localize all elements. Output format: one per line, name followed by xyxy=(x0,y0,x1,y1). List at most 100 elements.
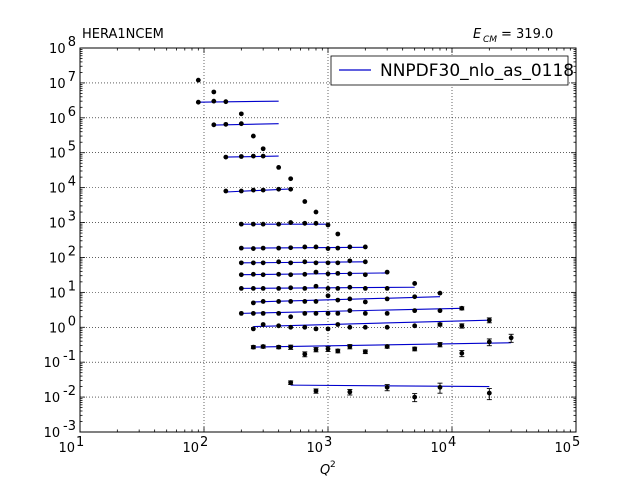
data-point xyxy=(437,342,443,347)
data-point xyxy=(347,258,353,264)
data-point xyxy=(313,260,319,266)
data-point xyxy=(223,188,229,194)
svg-text:10: 10 xyxy=(44,356,61,371)
y-tick-label: 210 xyxy=(49,244,76,266)
svg-text:10: 10 xyxy=(49,147,66,162)
data-point xyxy=(347,296,353,302)
data-point xyxy=(288,176,294,182)
data-point xyxy=(313,244,319,250)
data-point xyxy=(288,314,294,320)
y-tick-label: -110 xyxy=(44,349,76,371)
data-point xyxy=(238,188,244,194)
x-axis-label: Q 2 xyxy=(320,460,336,478)
data-point xyxy=(260,310,266,316)
data-point xyxy=(223,154,229,160)
data-point xyxy=(362,349,368,355)
data-point xyxy=(335,270,341,276)
data-point xyxy=(302,285,308,291)
data-point xyxy=(302,259,308,265)
data-point xyxy=(412,294,418,300)
data-point xyxy=(335,231,341,237)
data-point xyxy=(384,344,390,349)
data-point xyxy=(288,299,294,304)
data-point xyxy=(313,347,319,352)
data-point xyxy=(250,153,256,159)
data-point xyxy=(260,260,266,266)
data-point xyxy=(437,322,443,327)
y-tick-label: -310 xyxy=(44,419,76,441)
data-point xyxy=(347,344,353,349)
svg-text:-2: -2 xyxy=(63,384,76,399)
svg-text:10: 10 xyxy=(49,77,66,92)
data-point xyxy=(211,122,217,128)
data-point xyxy=(276,344,282,350)
svg-text:8: 8 xyxy=(68,35,76,50)
dataset-title: HERA1NCEM xyxy=(82,27,164,42)
data-point xyxy=(384,285,390,291)
data-point xyxy=(250,300,256,306)
y-tick-label: 510 xyxy=(49,140,76,162)
y-tick-label: 010 xyxy=(49,314,76,336)
svg-text:5: 5 xyxy=(572,435,580,450)
data-point xyxy=(347,244,353,250)
data-point xyxy=(250,221,256,227)
x-tick-label: 10 4 xyxy=(430,435,456,456)
theory-curves xyxy=(198,100,512,388)
data-point xyxy=(325,326,331,332)
data-point xyxy=(288,272,294,278)
data-point xyxy=(384,269,390,275)
data-point xyxy=(412,281,418,286)
data-point xyxy=(260,187,266,193)
data-point xyxy=(347,389,353,395)
data-point xyxy=(313,283,319,289)
data-point xyxy=(288,324,294,330)
svg-text:4: 4 xyxy=(68,175,76,190)
legend: NNPDF30_nlo_as_0118 xyxy=(330,55,574,86)
theory-curve xyxy=(253,319,490,328)
data-point xyxy=(250,246,256,251)
theory-curve xyxy=(241,272,388,276)
data-point xyxy=(313,299,319,304)
svg-text:7: 7 xyxy=(68,70,76,85)
x-tick-label: 10 1 xyxy=(58,435,84,456)
data-point xyxy=(260,272,266,278)
data-point xyxy=(362,299,368,305)
data-point xyxy=(302,244,308,250)
svg-text:-1: -1 xyxy=(63,349,76,364)
svg-text:3: 3 xyxy=(68,210,76,225)
svg-text:2: 2 xyxy=(68,244,76,259)
data-point xyxy=(238,272,244,278)
data-point xyxy=(288,344,294,350)
y-tick-label: 410 xyxy=(49,175,76,197)
data-point xyxy=(211,89,217,95)
data-point xyxy=(302,199,308,204)
data-point xyxy=(250,271,256,277)
svg-text:-3: -3 xyxy=(63,419,76,434)
data-point xyxy=(362,272,368,278)
svg-text:10: 10 xyxy=(49,321,66,336)
data-point xyxy=(384,310,390,316)
data-point xyxy=(412,323,418,329)
data-point xyxy=(276,259,282,265)
data-point xyxy=(325,285,331,291)
data-point xyxy=(335,322,341,327)
data-point xyxy=(486,317,492,323)
data-point xyxy=(302,220,308,226)
svg-text:10: 10 xyxy=(182,441,199,456)
y-tick-label: -210 xyxy=(44,384,76,406)
data-point xyxy=(276,245,282,251)
data-point xyxy=(325,310,331,316)
theory-curve xyxy=(198,100,279,103)
data-point xyxy=(238,260,244,266)
data-point xyxy=(260,344,266,349)
grid xyxy=(80,48,576,432)
data-point xyxy=(288,220,294,225)
data-point xyxy=(250,344,256,350)
data-point xyxy=(335,245,341,251)
data-point xyxy=(362,285,368,291)
y-tick-label: 110 xyxy=(49,279,76,301)
data-point xyxy=(384,296,390,302)
svg-text:3: 3 xyxy=(324,435,332,450)
data-point xyxy=(325,222,331,228)
theory-curve xyxy=(253,342,512,348)
